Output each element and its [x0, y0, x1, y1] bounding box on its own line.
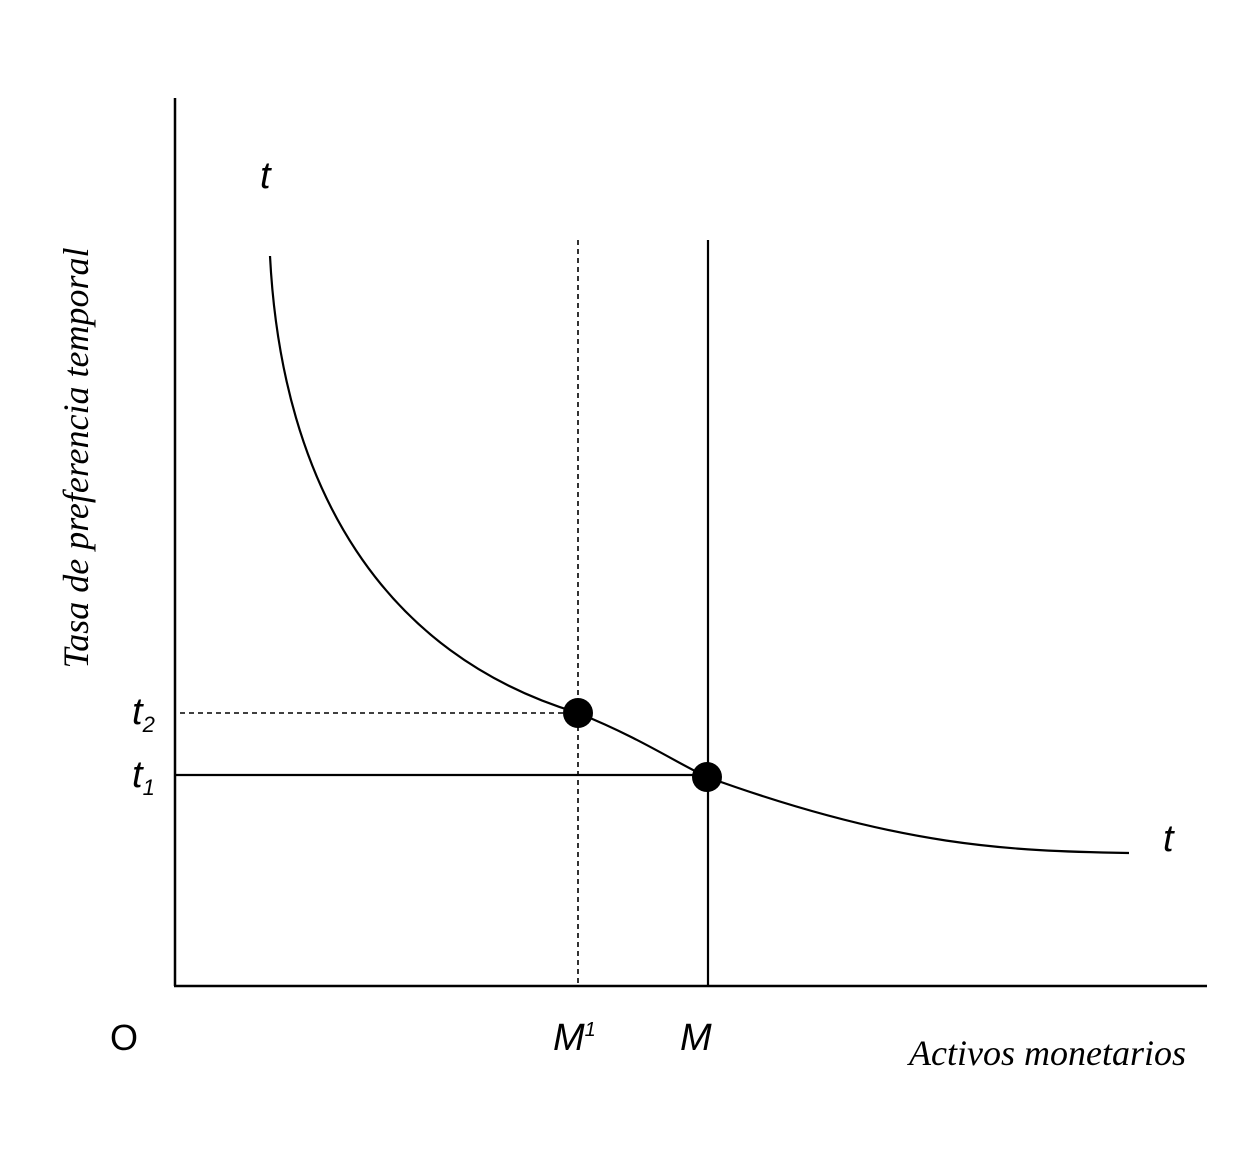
- tick-label-m: M: [680, 1017, 712, 1059]
- tick-label-m1-sup: 1: [585, 1019, 596, 1041]
- time-preference-curve: [268, 255, 1130, 855]
- origin-label: O: [110, 1017, 138, 1058]
- y-axis-title: Tasa de preferencia temporal: [56, 248, 96, 669]
- tick-label-t2-sub: 2: [142, 712, 155, 737]
- tick-label-t1-base: t: [132, 754, 144, 796]
- x-axis-title: Activos monetarios: [907, 1033, 1186, 1073]
- tick-label-t2-base: t: [132, 691, 144, 733]
- point-t2-m1: [563, 698, 593, 728]
- curve-label-right: t: [1163, 818, 1175, 860]
- point-t1-m: [692, 762, 722, 792]
- tick-label-t1: t1: [132, 754, 155, 800]
- tick-label-t2: t2: [132, 691, 155, 737]
- tick-label-t1-sub: 1: [143, 775, 155, 800]
- tick-label-m1-base: M: [553, 1017, 585, 1059]
- curve-label-top: t: [260, 155, 272, 197]
- tick-label-m1: M1: [553, 1017, 596, 1059]
